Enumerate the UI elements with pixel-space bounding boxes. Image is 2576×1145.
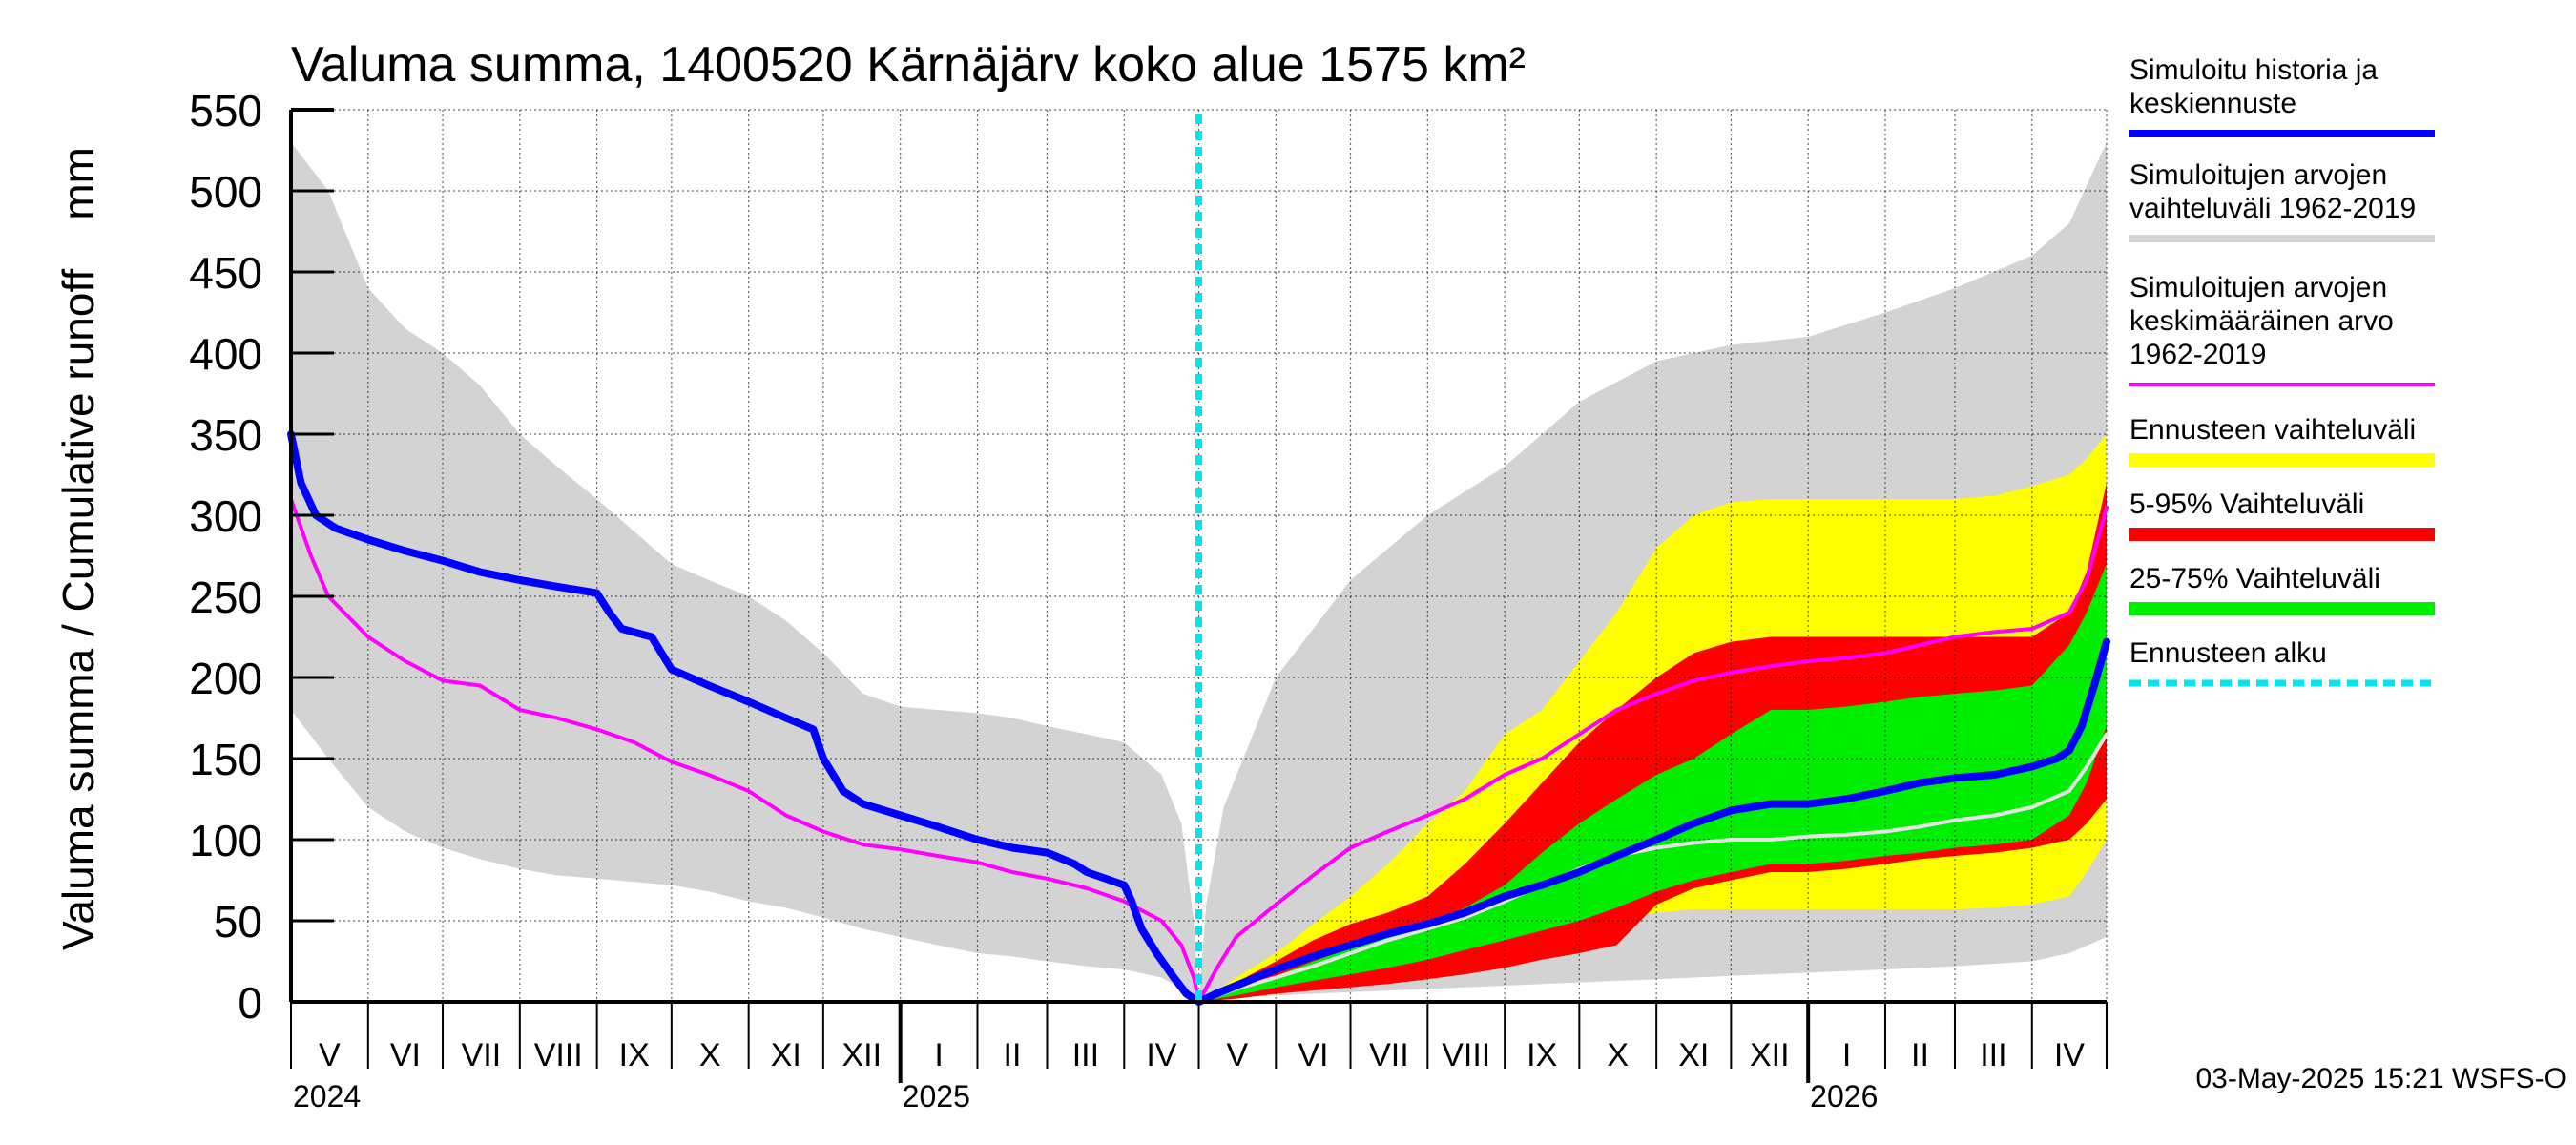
x-month-label: IV [2054,1037,2085,1073]
legend-label: 25-75% Vaihteluväli [2129,563,2380,594]
plot-bands [291,142,2107,1002]
x-month-label: VI [1298,1037,1328,1073]
x-month-label: VI [390,1037,421,1073]
legend-label: Simuloitujen arvojen [2129,272,2387,303]
x-month-label: IX [1527,1037,1557,1073]
y-tick-label: 200 [189,654,262,703]
timestamp-footer: 03-May-2025 15:21 WSFS-O [2196,1063,2567,1094]
legend-label: Simuloitu historia ja [2129,54,2378,86]
legend-label: Simuloitujen arvojen [2129,159,2387,191]
legend-label: Ennusteen alku [2129,637,2327,669]
y-tick-label: 400 [189,329,262,379]
x-month-label: II [1911,1037,1929,1073]
legend-item-5-95-vaihteluv-li-4: 5-95% Vaihteluväli [2129,489,2435,541]
plot-lines [287,114,2110,1006]
x-year-label: 2025 [903,1079,970,1114]
series-line-ennusteen-mediaani [1196,732,2109,1004]
y-tick-label: 350 [189,410,262,460]
x-month-label: IX [619,1037,650,1073]
legend-item-ennusteen-alku-6: Ennusteen alku [2129,637,2435,687]
x-month-label: XI [1678,1037,1709,1073]
x-month-label: II [1004,1037,1022,1073]
series-line-simuloitu-historia-ja-keskiennuste [287,430,2110,1006]
legend-label: 5-95% Vaihteluväli [2129,489,2364,520]
x-month-label: XII [841,1037,882,1073]
y-tick-label: 450 [189,248,262,298]
x-month-label: V [319,1037,341,1073]
x-year-label: 2024 [293,1079,361,1114]
x-month-label: III [1072,1037,1099,1073]
legend-label: keskiennuste [2129,88,2296,119]
y-tick-label: 250 [189,572,262,622]
x-month-label: VII [462,1037,502,1073]
y-tick-label: 300 [189,491,262,541]
x-month-label: I [934,1037,943,1073]
legend-label: 1962-2019 [2129,339,2266,370]
x-month-label: I [1842,1037,1851,1073]
y-tick-label: 50 [214,897,262,947]
legend-item-25-75-vaihteluv-li-5: 25-75% Vaihteluväli [2129,563,2435,615]
x-year-label: 2026 [1810,1079,1878,1114]
x-month-label: III [1980,1037,2006,1073]
x-month-label: VIII [1442,1037,1490,1073]
legend: Simuloitu historia jakeskiennusteSimuloi… [2129,54,2435,687]
x-month-label: VIII [534,1037,583,1073]
x-month-label: XI [771,1037,801,1073]
series-line-simuloitujen-arvojen-keskim-r-inen-arvo-1962-2019 [289,497,2109,1004]
x-month-label: VII [1369,1037,1409,1073]
x-month-label: X [1607,1037,1629,1073]
x-month-label: X [699,1037,721,1073]
gridlines [291,109,2108,1002]
y-tick-label: 550 [189,86,262,135]
legend-label: keskimääräinen arvo [2129,305,2394,337]
x-month-label: V [1227,1037,1249,1073]
legend-item-ennusteen-vaihteluv-li-3: Ennusteen vaihteluväli [2129,414,2435,467]
band-5-95-vaihteluv-li [1198,483,2107,1002]
x-month-label: XII [1750,1037,1790,1073]
x-month-label: IV [1146,1037,1176,1073]
y-tick-label: 0 [238,978,262,1028]
y-tick-label: 100 [189,816,262,865]
legend-label: vaihteluväli 1962-2019 [2129,193,2416,224]
y-tick-label: 500 [189,167,262,217]
chart-title: Valuma summa, 1400520 Kärnäjärv koko alu… [291,37,1526,93]
y-tick-label: 150 [189,735,262,784]
band-25-75-vaihteluv-li [1198,564,2107,1002]
legend-label: Ennusteen vaihteluväli [2129,414,2416,446]
y-axis-label: Valuma summa / Cumulative runoff mm [53,147,103,950]
